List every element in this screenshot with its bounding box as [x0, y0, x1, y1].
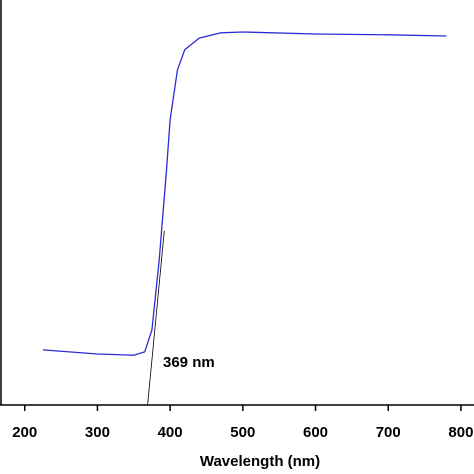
x-tick-label: 700	[376, 424, 401, 441]
x-tick-label: 600	[303, 424, 328, 441]
line	[42, 31, 447, 356]
x-tick-label: 800	[448, 424, 473, 441]
x-tick-label: 400	[158, 424, 183, 441]
x-tick-label: 200	[12, 424, 37, 441]
x-axis-title: Wavelength (nm)	[200, 453, 320, 470]
x-tick-label: 300	[85, 424, 110, 441]
annotation: 369 nm	[163, 354, 215, 371]
tangent-line	[147, 230, 165, 406]
x-tick-label: 500	[230, 424, 255, 441]
